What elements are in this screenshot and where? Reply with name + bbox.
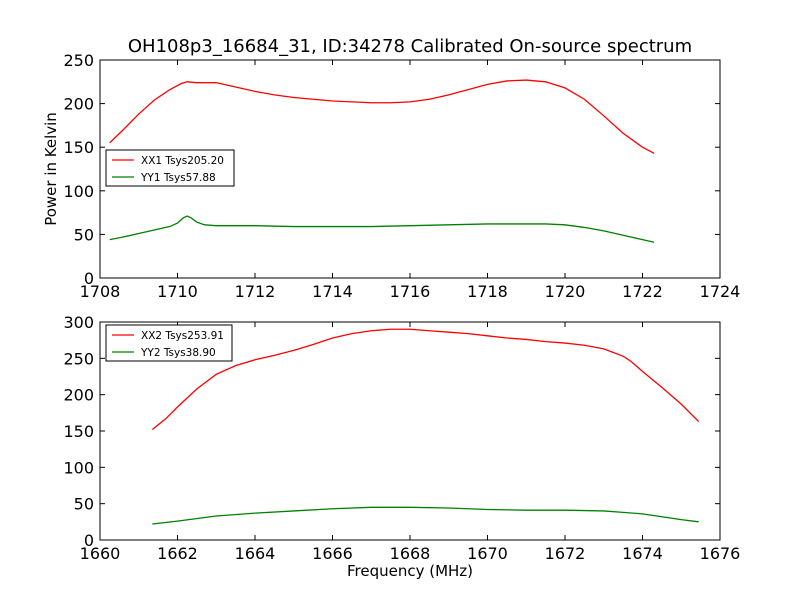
x-tick-label: 1672: [545, 544, 586, 563]
x-tick-label: 1664: [235, 544, 276, 563]
legend-2: XX2 Tsys253.91 YY2 Tsys38.90: [105, 324, 233, 362]
x-tick-label: 1660: [80, 544, 121, 563]
y-tick-label: 150: [63, 422, 94, 441]
x-tick-label: 1676: [700, 544, 741, 563]
y-tick-label: 200: [63, 95, 94, 114]
series-line-1-2: [109, 215, 655, 243]
series-line-2-1: [151, 328, 700, 431]
x-tick-label: 1670: [467, 544, 508, 563]
chart-title: OH108p3_16684_31, ID:34278 Calibrated On…: [128, 36, 692, 57]
x-tick-label: 1722: [622, 282, 663, 301]
legend-entry: YY1 Tsys57.88: [140, 172, 216, 184]
x-tick-label: 1718: [467, 282, 508, 301]
y-axis-label: Power in Kelvin: [42, 112, 60, 226]
y-tick-label: 0: [84, 269, 94, 288]
x-tick-label: 1716: [390, 282, 431, 301]
series-line-1-1: [109, 79, 655, 154]
x-tick-label: 1720: [545, 282, 586, 301]
x-tick-label: 1714: [312, 282, 353, 301]
y-tick-label: 200: [63, 386, 94, 405]
panel-2: 1660 1662 1664 1666 1668 1670 1672 1674 1676 0 50 1…: [63, 313, 740, 563]
legend-box: [105, 324, 233, 362]
x-tick-label: 1724: [700, 282, 741, 301]
y-tick-label: 250: [63, 51, 94, 70]
legend-entry: YY2 Tsys38.90: [140, 347, 216, 359]
x-tick-label: 1674: [622, 544, 663, 563]
legend-entry: XX1 Tsys205.20: [141, 155, 224, 167]
legend-box: [105, 149, 235, 187]
y-tick-label: 0: [84, 531, 94, 550]
x-tick-label: 1662: [157, 544, 198, 563]
y-tick-label: 100: [63, 458, 94, 477]
series-line-2-2: [152, 506, 699, 525]
y-tick-label: 50: [74, 225, 94, 244]
y-tick-label: 300: [63, 313, 94, 332]
x-tick-label: 1668: [390, 544, 431, 563]
y-tick-label: 50: [74, 495, 94, 514]
x-axis-label: Frequency (MHz): [347, 562, 473, 580]
x-tick-label: 1666: [312, 544, 353, 563]
y-tick-label: 150: [63, 138, 94, 157]
legend-1: XX1 Tsys205.20 YY1 Tsys57.88: [105, 149, 235, 187]
x-tick-label: 1710: [157, 282, 198, 301]
y-tick-label: 250: [63, 349, 94, 368]
y-tick-label: 100: [63, 182, 94, 201]
legend-entry: XX2 Tsys253.91: [141, 330, 224, 342]
panel-1: 1708 1710 1712 1714 1716 1718 1720 1722 1724 0 50 1…: [63, 51, 740, 301]
x-tick-label: 1708: [80, 282, 121, 301]
x-tick-label: 1712: [235, 282, 276, 301]
